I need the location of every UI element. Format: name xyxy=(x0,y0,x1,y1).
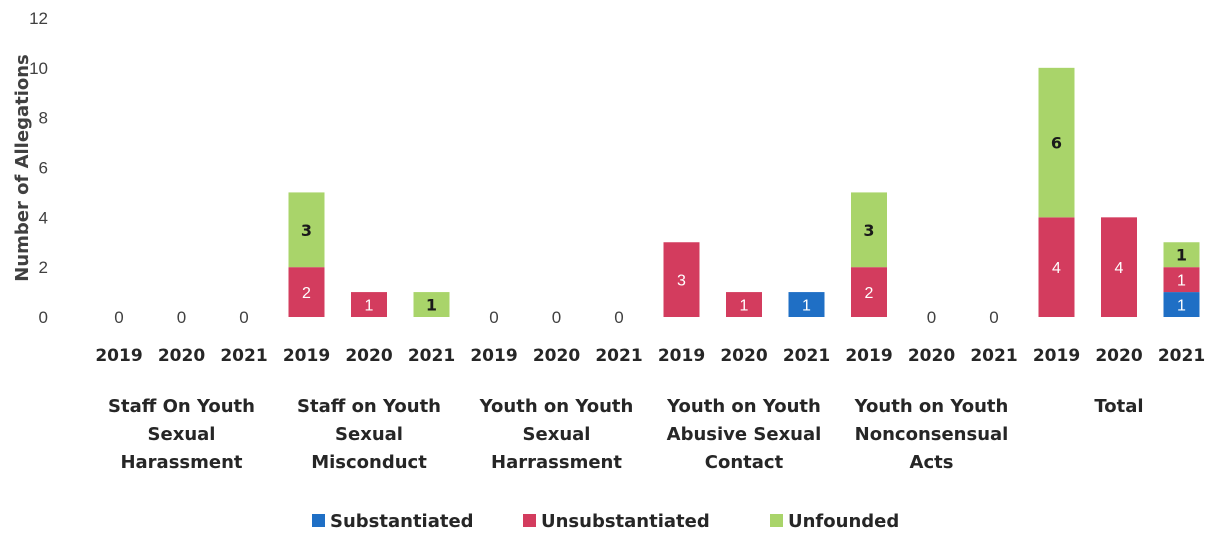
value-label: 1 xyxy=(740,298,749,315)
bar-segment-unsubstantiated xyxy=(351,292,387,317)
y-tick-label: 0 xyxy=(39,308,48,327)
x-group-label: Youth on Youth Nonconsensual Acts xyxy=(854,396,1009,473)
zero-value-label: 0 xyxy=(239,308,248,327)
value-labels: 0 0 0 2 3 1 1 0 0 0 3 1 1 2 3 0 0 4 6 4 1 1 1 xyxy=(114,134,1187,327)
x-tick-year: 2020 xyxy=(345,346,392,366)
legend-label-unfounded: Unfounded xyxy=(788,511,899,532)
x-tick-year: 2019 xyxy=(845,346,892,366)
zero-value-label: 0 xyxy=(489,308,498,327)
value-label: 1 xyxy=(1176,246,1187,265)
x-tick-year: 2019 xyxy=(658,346,705,366)
x-tick-year: 2020 xyxy=(908,346,955,366)
x-axis-group-labels: Staff On Youth Sexual Harassment Staff on Y… xyxy=(108,396,1144,473)
zero-value-label: 0 xyxy=(552,308,561,327)
bar-segment-unfounded xyxy=(413,292,450,317)
y-axis-title: Number of Allegations xyxy=(12,54,33,282)
bar-segment-unfounded xyxy=(1038,67,1075,218)
x-tick-year: 2019 xyxy=(283,346,330,366)
x-tick-year: 2021 xyxy=(408,346,455,366)
bar-segment-substantiated xyxy=(788,292,825,317)
x-tick-year: 2020 xyxy=(158,346,205,366)
bar-segment-unsubstantiated xyxy=(1163,267,1200,293)
value-label: 3 xyxy=(301,221,312,240)
bar-segment-unsubstantiated xyxy=(726,292,762,317)
x-tick-year: 2019 xyxy=(470,346,517,366)
bar-segment-unsubstantiated xyxy=(663,242,700,317)
x-tick-year: 2020 xyxy=(1095,346,1142,366)
legend-swatch-unsubstantiated xyxy=(523,514,536,527)
y-tick-label: 12 xyxy=(29,9,48,28)
bars xyxy=(288,67,1200,317)
value-label: 2 xyxy=(865,285,874,302)
x-axis-year-labels: 2019 2020 2021 2019 2020 2021 2019 2020 2021 2019… xyxy=(95,346,1205,366)
x-group-label: Staff on Youth Sexual Misconduct xyxy=(297,396,441,473)
bar-segment-unsubstantiated xyxy=(1038,217,1075,317)
legend-swatch-unfounded xyxy=(770,514,783,527)
x-tick-year: 2021 xyxy=(1158,346,1205,366)
legend: Substantiated Unsubstantiated Unfounded xyxy=(312,511,899,532)
value-label: 1 xyxy=(1177,273,1186,290)
zero-value-label: 0 xyxy=(989,308,998,327)
y-tick-label: 2 xyxy=(39,258,48,277)
value-label: 6 xyxy=(1051,134,1062,153)
zero-value-label: 0 xyxy=(177,308,186,327)
x-group-label: Youth on Youth Abusive Sexual Contact xyxy=(666,396,821,473)
bar-segment-unfounded xyxy=(851,192,887,268)
y-tick-label: 4 xyxy=(39,208,48,227)
y-axis-ticks: 0 2 4 6 8 10 12 xyxy=(29,9,48,327)
value-label: 4 xyxy=(1052,260,1061,277)
legend-label-unsubstantiated: Unsubstantiated xyxy=(541,511,710,532)
zero-value-label: 0 xyxy=(927,308,936,327)
y-tick-label: 10 xyxy=(29,59,48,78)
legend-swatch-substantiated xyxy=(312,514,325,527)
value-label: 1 xyxy=(426,296,437,315)
x-tick-year: 2021 xyxy=(783,346,830,366)
x-tick-year: 2021 xyxy=(595,346,642,366)
x-tick-year: 2020 xyxy=(720,346,767,366)
y-tick-label: 6 xyxy=(39,159,48,178)
zero-value-label: 0 xyxy=(614,308,623,327)
value-label: 2 xyxy=(302,285,311,302)
x-tick-year: 2021 xyxy=(970,346,1017,366)
bar-segment-unsubstantiated xyxy=(851,267,887,317)
zero-value-label: 0 xyxy=(114,308,123,327)
value-label: 3 xyxy=(863,221,874,240)
x-tick-year: 2019 xyxy=(95,346,142,366)
x-group-label: Youth on Youth Sexual Harrassment xyxy=(479,396,634,473)
value-label: 3 xyxy=(677,273,686,290)
x-tick-year: 2019 xyxy=(1033,346,1080,366)
x-group-label: Staff On Youth Sexual Harassment xyxy=(108,396,255,473)
x-tick-year: 2020 xyxy=(533,346,580,366)
value-label: 1 xyxy=(802,298,811,315)
bar-segment-unsubstantiated xyxy=(288,267,325,317)
bar-segment-unfounded xyxy=(288,192,325,268)
legend-label-substantiated: Substantiated xyxy=(330,511,474,532)
bar-segment-unfounded xyxy=(1163,242,1200,268)
value-label: 1 xyxy=(365,298,374,315)
x-tick-year: 2021 xyxy=(220,346,267,366)
x-group-label: Total xyxy=(1094,396,1143,417)
y-tick-label: 8 xyxy=(39,109,48,128)
bar-segment-substantiated xyxy=(1163,292,1200,317)
value-label: 4 xyxy=(1115,260,1124,277)
bar-segment-unsubstantiated xyxy=(1101,217,1137,317)
value-label: 1 xyxy=(1177,298,1186,315)
